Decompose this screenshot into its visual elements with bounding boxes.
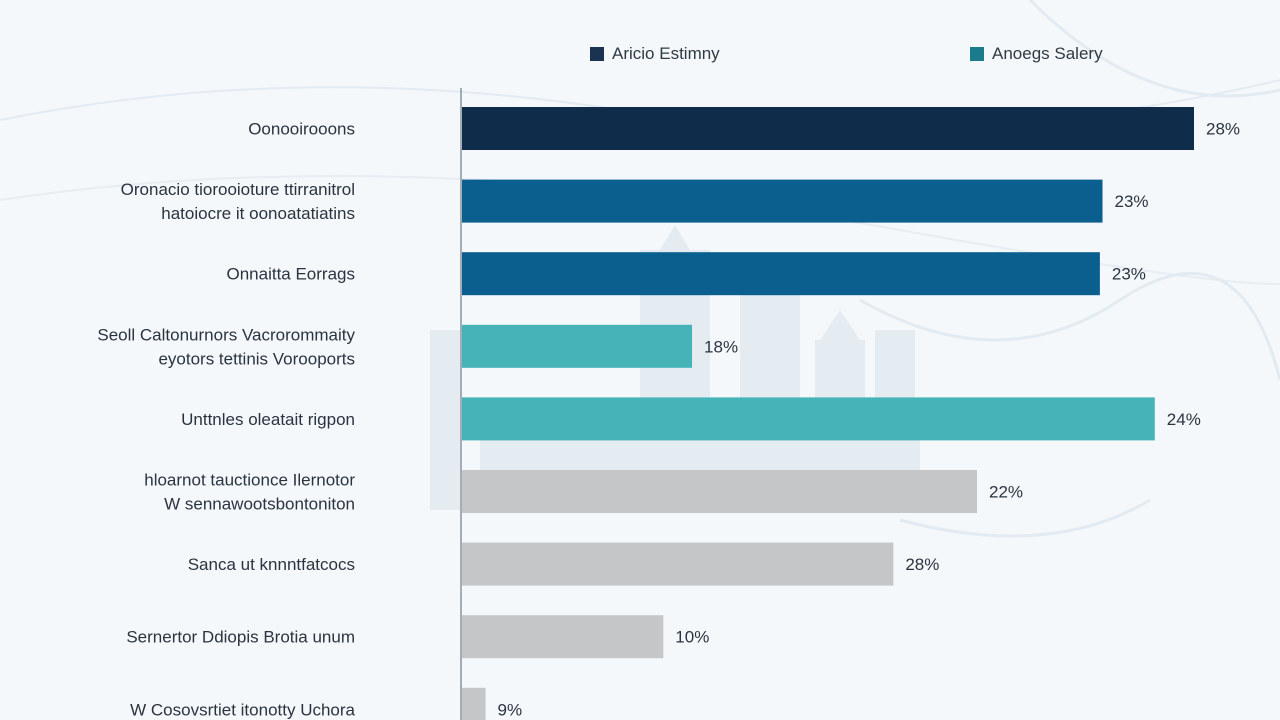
value-label-3: 23% bbox=[1112, 265, 1146, 284]
bar-7 bbox=[462, 542, 894, 586]
square-swatch-icon bbox=[970, 47, 984, 61]
legend-label: Anoegs Salery bbox=[992, 44, 1103, 63]
bar-9 bbox=[462, 687, 486, 720]
bar-6 bbox=[462, 470, 978, 513]
category-label-7: Sanca ut knnntfatcocs bbox=[188, 555, 355, 574]
value-label-5: 24% bbox=[1167, 410, 1201, 429]
bar-4 bbox=[462, 324, 693, 368]
category-label-6: hloarnot tauctionce Ilernotor W sennawoot… bbox=[144, 471, 355, 514]
category-label-2: Oronacio tiorooioture ttirranitrol hatoio… bbox=[121, 180, 355, 223]
value-label-2: 23% bbox=[1115, 192, 1149, 211]
value-label-1: 28% bbox=[1206, 120, 1240, 139]
legend-item-actual-salary: Aricio Estimny bbox=[590, 44, 720, 64]
category-label-9: W Cosovsrtiet itonotty Uchora bbox=[130, 700, 355, 719]
bar-8 bbox=[462, 615, 664, 659]
bar-3 bbox=[462, 252, 1100, 296]
legend: Aricio Estimny Anoegs Salery bbox=[0, 44, 1280, 64]
bar-1 bbox=[462, 107, 1194, 150]
value-label-8: 10% bbox=[675, 628, 709, 647]
value-label-6: 22% bbox=[989, 483, 1023, 502]
square-swatch-icon bbox=[590, 47, 604, 61]
category-label-5: Unttnles oleatait rigpon bbox=[181, 410, 355, 429]
bar-2 bbox=[462, 179, 1103, 223]
legend-item-average-salary: Anoegs Salery bbox=[970, 44, 1103, 64]
category-label-1: Oonooirooons bbox=[248, 120, 355, 139]
value-label-7: 28% bbox=[905, 555, 939, 574]
category-label-3: Onnaitta Eorrags bbox=[226, 265, 355, 284]
category-label-4: Seoll Caltonurnors Vacrorommaity eyotors … bbox=[97, 325, 355, 368]
bar-5 bbox=[462, 397, 1155, 441]
legend-label: Aricio Estimny bbox=[612, 44, 720, 63]
value-label-4: 18% bbox=[704, 337, 738, 356]
value-label-9: 9% bbox=[498, 700, 523, 719]
category-label-8: Sernertor Ddiopis Brotia unum bbox=[126, 628, 355, 647]
